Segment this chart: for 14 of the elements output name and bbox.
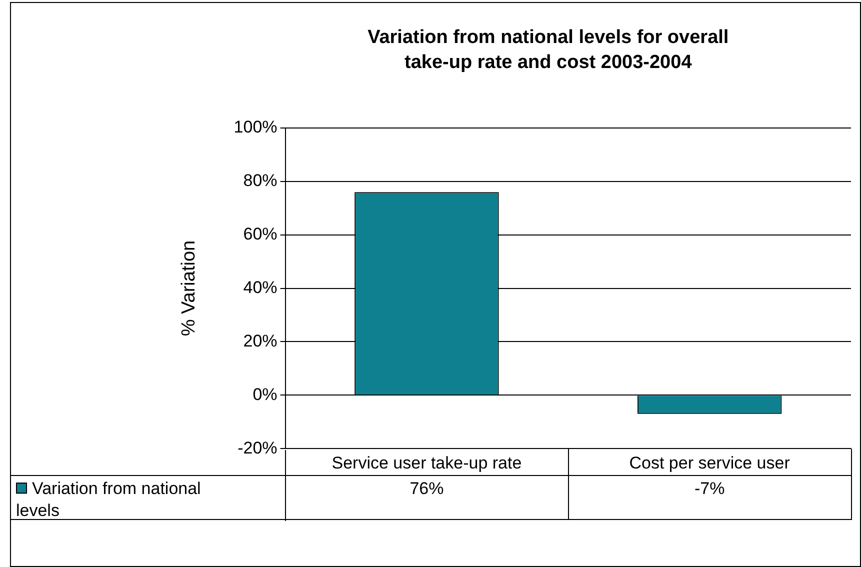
y-tick-label: 0%	[252, 384, 278, 404]
y-tick-label: 60%	[243, 224, 278, 244]
data-label: -7%	[694, 478, 725, 498]
x-tick-label: Cost per service user	[629, 453, 790, 472]
x-tick-label: Service user take-up rate	[332, 453, 522, 472]
y-axis-title: % Variation	[178, 240, 200, 336]
legend-label: Variation from national levels	[16, 478, 201, 520]
y-tick-label: 20%	[243, 331, 278, 350]
data-label: 76%	[410, 478, 444, 498]
y-tick-label: 40%	[243, 278, 278, 297]
y-tick-label: 100%	[234, 118, 278, 137]
chart-title: Variation from national levels for overall take-up rate and cost 2003-2004	[368, 27, 729, 74]
y-tick-label: 80%	[243, 171, 278, 190]
y-tick-label: -20%	[238, 438, 278, 458]
